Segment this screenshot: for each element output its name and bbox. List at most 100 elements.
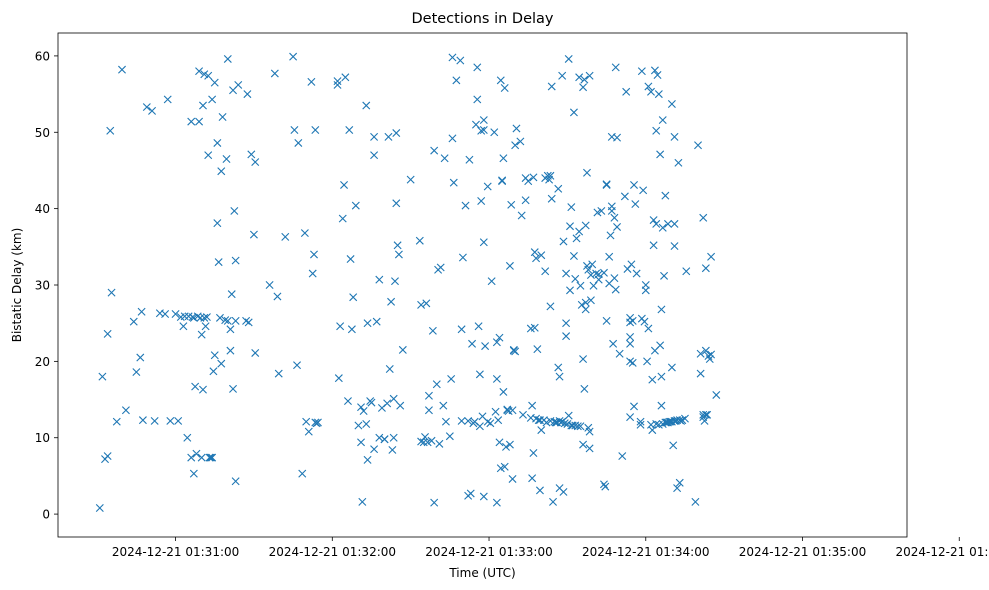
y-tick-label: 20 — [35, 355, 50, 369]
data-point — [477, 126, 486, 135]
data-point — [230, 206, 239, 215]
data-point — [375, 275, 384, 284]
data-point — [613, 133, 622, 142]
data-point — [549, 497, 558, 506]
data-point — [137, 307, 146, 316]
x-tick-label: 2024-12-21 01:32:00 — [269, 545, 396, 559]
data-point — [251, 348, 260, 357]
data-point — [452, 76, 461, 85]
data-point — [486, 419, 495, 428]
y-axis-label: Bistatic Delay (km) — [10, 228, 24, 343]
data-point — [394, 250, 403, 259]
data-point — [618, 452, 627, 461]
data-point — [244, 318, 253, 327]
data-point — [499, 154, 508, 163]
data-point — [650, 66, 659, 75]
data-point — [508, 474, 517, 483]
data-point — [502, 442, 510, 451]
data-point — [231, 256, 240, 265]
data-point — [251, 158, 260, 167]
data-point — [599, 268, 608, 277]
data-point — [533, 345, 542, 354]
data-point — [652, 419, 661, 428]
data-point — [701, 346, 710, 355]
data-point — [562, 269, 571, 278]
data-point — [222, 155, 231, 163]
data-point — [390, 277, 399, 286]
data-point — [183, 433, 192, 442]
data-point — [208, 95, 217, 104]
data-point — [636, 420, 645, 429]
data-point — [495, 333, 504, 342]
data-point — [161, 310, 170, 319]
data-point — [213, 219, 222, 228]
data-point — [427, 436, 436, 445]
data-point — [483, 182, 492, 191]
data-point — [640, 317, 649, 326]
data-point — [448, 134, 457, 143]
data-point — [458, 253, 467, 262]
data-point — [487, 277, 496, 286]
data-point — [583, 168, 591, 177]
data-point — [359, 407, 368, 415]
data-point — [579, 83, 588, 92]
x-tick-label: 2024-12-21 01:36:00 — [896, 545, 989, 559]
data-point — [667, 363, 676, 372]
data-point — [479, 492, 488, 501]
data-point — [571, 274, 580, 283]
data-point — [218, 113, 227, 121]
data-point — [375, 433, 384, 442]
data-point — [631, 200, 640, 209]
data-point — [491, 407, 500, 416]
data-point — [652, 126, 661, 135]
data-point — [500, 462, 509, 471]
data-point — [579, 440, 588, 449]
data-point — [644, 82, 653, 91]
data-point — [112, 417, 121, 426]
data-point — [387, 297, 396, 306]
data-point — [569, 108, 578, 117]
data-point — [528, 474, 537, 483]
data-points-group — [95, 52, 721, 512]
data-point — [247, 150, 256, 159]
data-point — [281, 232, 290, 241]
data-point — [206, 453, 215, 462]
data-point — [609, 339, 618, 348]
data-point — [345, 125, 354, 134]
data-point — [210, 351, 219, 360]
y-tick-label: 10 — [35, 431, 50, 445]
data-point — [304, 427, 313, 436]
data-point — [308, 269, 317, 278]
data-point — [599, 480, 608, 489]
data-point — [589, 281, 598, 290]
data-point — [106, 126, 115, 135]
data-point — [575, 73, 584, 82]
y-tick-label: 50 — [35, 126, 50, 140]
data-point — [202, 313, 211, 322]
data-point — [98, 372, 107, 381]
data-point — [200, 313, 209, 322]
data-point — [670, 132, 679, 141]
data-point — [492, 338, 501, 347]
data-point — [456, 56, 465, 65]
data-point — [389, 394, 398, 403]
data-point — [457, 325, 466, 334]
y-tick-label: 60 — [35, 49, 50, 63]
data-point — [138, 416, 147, 425]
data-point — [103, 452, 112, 461]
data-point — [701, 410, 710, 419]
data-point — [340, 180, 349, 189]
data-point — [622, 87, 631, 96]
data-point — [569, 251, 578, 260]
data-point — [494, 416, 503, 425]
data-point — [564, 54, 573, 63]
data-point — [511, 347, 520, 356]
data-point — [393, 241, 402, 250]
data-point — [445, 432, 454, 441]
data-point — [346, 255, 355, 264]
data-point — [380, 435, 389, 444]
data-point — [555, 372, 564, 381]
data-point — [607, 202, 616, 211]
data-point — [705, 355, 714, 364]
data-point — [524, 177, 533, 186]
